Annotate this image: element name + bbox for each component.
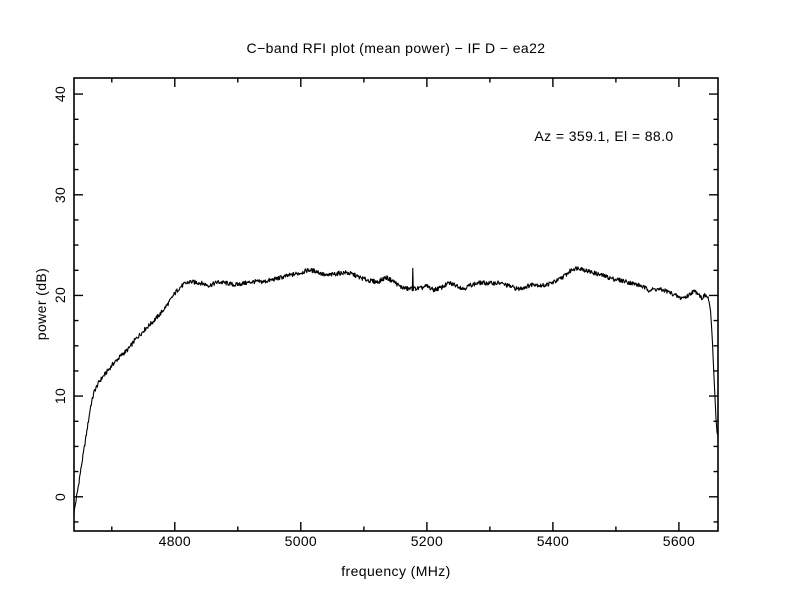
y-tick-label: 30	[52, 186, 68, 203]
y-axis-label: power (dB)	[33, 267, 49, 341]
x-tick-label: 4800	[158, 533, 191, 549]
x-tick-label: 5200	[410, 533, 444, 549]
plot-title: C−band RFI plot (mean power) − IF D − ea…	[246, 40, 546, 56]
y-tick-label: 40	[52, 86, 68, 103]
y-tick-label: 20	[52, 287, 68, 304]
plot-frame	[73, 77, 719, 532]
axis-tick-marks	[74, 78, 718, 531]
x-axis-label: frequency (MHz)	[341, 563, 451, 579]
x-tick-label: 5400	[536, 533, 570, 549]
y-tick-label: 10	[52, 388, 68, 405]
x-tick-label: 5600	[662, 533, 696, 549]
x-tick-label: 5000	[284, 533, 318, 549]
y-tick-label: 0	[52, 492, 68, 501]
mean-power-curve	[73, 266, 719, 515]
az-el-annotation: Az = 359.1, El = 88.0	[534, 128, 674, 144]
